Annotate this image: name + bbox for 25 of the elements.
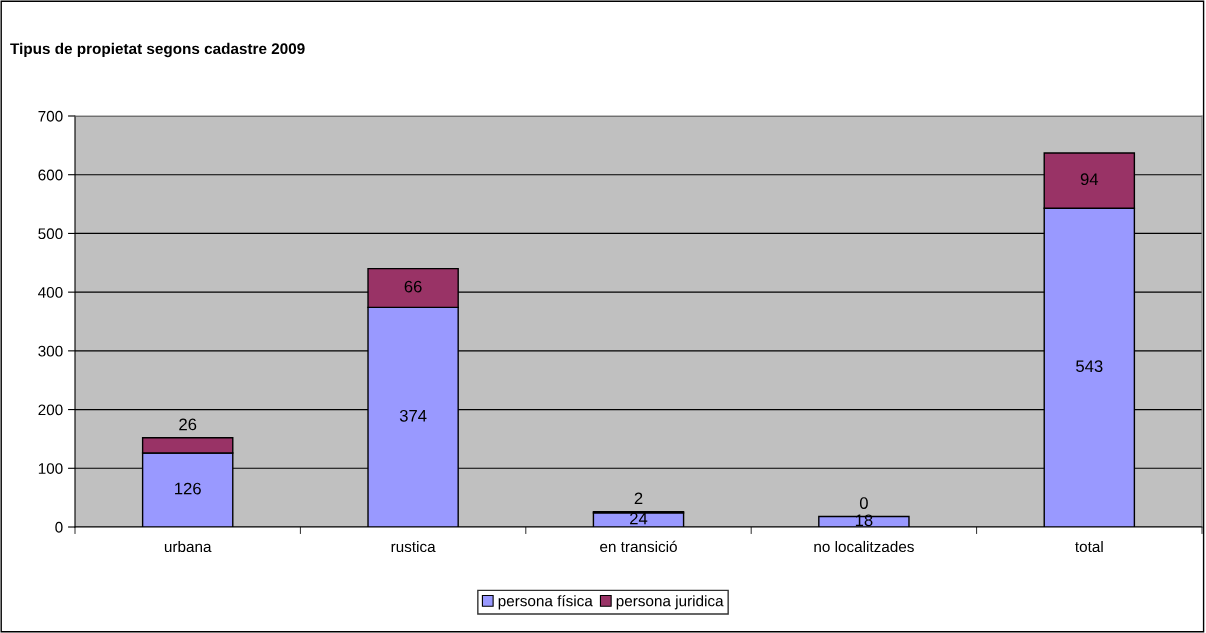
x-tick-label: en transició	[600, 540, 677, 553]
chart-title: Tipus de propietat segons cadastre 2009	[10, 42, 305, 58]
y-tick-label: 200	[38, 404, 63, 416]
x-tick-label: urbana	[164, 540, 212, 553]
y-tick-label: 400	[38, 287, 63, 298]
data-label: 24	[630, 512, 648, 525]
data-label: 543	[1076, 360, 1103, 373]
legend-label: persona física	[498, 594, 593, 610]
data-label: 66	[404, 280, 422, 293]
y-tick-label: 100	[38, 463, 63, 474]
y-tick-label: 0	[55, 521, 63, 533]
y-tick-label: 500	[38, 228, 63, 240]
data-label: 0	[859, 497, 868, 509]
data-label: 26	[179, 418, 197, 431]
legend-label: persona juridica	[616, 595, 724, 610]
data-label: 374	[399, 409, 427, 422]
y-tick-label: 600	[38, 169, 63, 181]
data-label: 126	[175, 482, 201, 495]
x-tick-label: total	[1075, 540, 1103, 553]
y-tick-label: 700	[38, 110, 63, 122]
x-tick-label: rustica	[391, 540, 436, 553]
x-tick-label: no localitzades	[814, 540, 914, 553]
data-label: 2	[634, 492, 643, 505]
y-tick-label: 300	[38, 345, 63, 357]
data-label: 94	[1080, 173, 1099, 186]
